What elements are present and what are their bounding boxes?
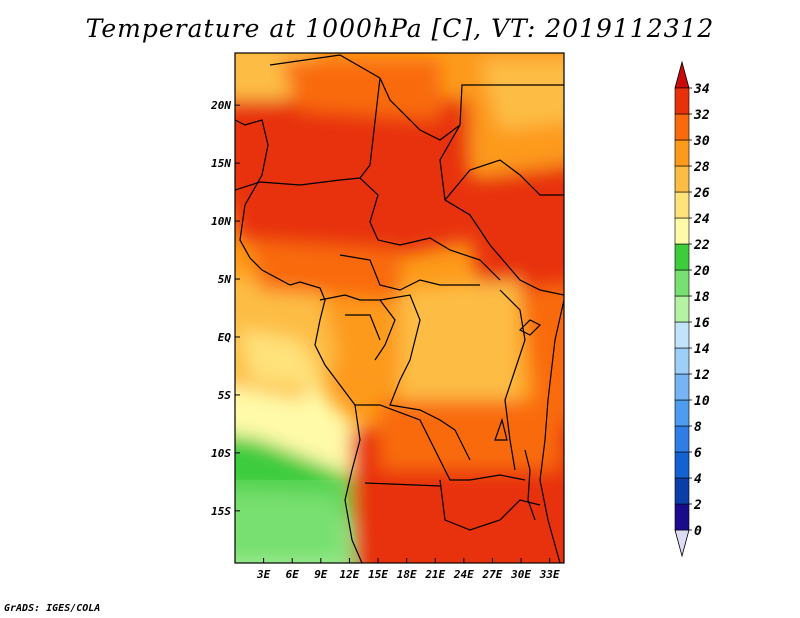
colorbar-label: 18 [694, 290, 710, 305]
lat-tick-label: 20N [210, 99, 231, 112]
grads-credit: GrADS: IGES/COLA [4, 603, 101, 614]
colorbar-box [674, 269, 690, 297]
colorbar-label: 22 [693, 238, 710, 253]
lat-tick-label: 10N [211, 215, 231, 228]
map-title: Temperature at 1000hPa [C], VT: 20191123… [85, 14, 715, 43]
colorbar-box [674, 139, 690, 167]
lat-tick-label: 5S [218, 389, 232, 402]
colorbar-label: 26 [693, 186, 710, 201]
colorbar-label: 34 [693, 82, 710, 97]
lon-tick-label: 18E [397, 568, 417, 581]
lon-tick-label: 27E [482, 568, 503, 581]
colorbar-label: 32 [693, 108, 710, 123]
colorbar-box [674, 87, 690, 115]
colorbar-box [674, 191, 690, 219]
lon-tick-label: 24E [453, 568, 474, 581]
colorbar-box [674, 165, 690, 193]
lat-tick-label: EQ [218, 331, 232, 344]
colorbar-over-triangle [674, 60, 690, 89]
colorbar-label: 0 [694, 524, 702, 539]
colorbar-box [674, 347, 690, 375]
latitude-axis: 20N 15N 10N 5N EQ 5S 10S 15S [210, 99, 240, 518]
lon-tick-label: 33E [539, 568, 560, 581]
colorbar-label: 4 [694, 472, 702, 487]
country-borders [235, 54, 564, 563]
colorbar-box [674, 399, 690, 427]
lon-tick-label: 12E [339, 568, 359, 581]
lon-tick-label: 3E [256, 568, 271, 581]
colorbar-label: 10 [694, 394, 710, 409]
lat-tick-label: 10S [211, 447, 231, 460]
colorbar-label: 8 [694, 420, 702, 435]
colorbar-box [674, 451, 690, 479]
lon-tick-label: 21E [424, 568, 445, 581]
colorbar-box [674, 113, 690, 141]
colorbar-box [674, 373, 690, 401]
colorbar-label: 28 [693, 160, 710, 175]
lon-tick-label: 15E [368, 568, 388, 581]
plot-frame [234, 52, 565, 564]
colorbar-label: 2 [693, 498, 702, 513]
colorbar-box [674, 425, 690, 453]
colorbar-box [674, 295, 690, 323]
colorbar-box [674, 477, 690, 505]
lon-tick-label: 6E [286, 568, 300, 581]
colorbar-box [674, 217, 690, 245]
lat-tick-label: 5N [218, 273, 232, 286]
colorbar-label: 14 [694, 342, 710, 357]
lon-tick-label: 9E [314, 568, 328, 581]
lat-tick-label: 15N [211, 157, 231, 170]
colorbar-label: 12 [694, 368, 710, 383]
colorbar-label: 30 [693, 134, 710, 149]
longitude-axis: 3E 6E 9E 12E 15E 18E 21E 24E 27E 30E 33E [256, 558, 560, 581]
colorbar-label: 16 [694, 316, 710, 331]
colorbar-under-triangle [674, 529, 690, 558]
colorbar-box [674, 503, 690, 531]
colorbar-label: 20 [693, 264, 710, 279]
lon-tick-label: 30E [510, 568, 531, 581]
colorbar-box [674, 243, 690, 271]
colorbar-label: 6 [694, 446, 702, 461]
lat-tick-label: 15S [211, 505, 231, 518]
temperature-field [235, 53, 564, 563]
colorbar-box [674, 321, 690, 349]
colorbar-label: 24 [693, 212, 710, 227]
